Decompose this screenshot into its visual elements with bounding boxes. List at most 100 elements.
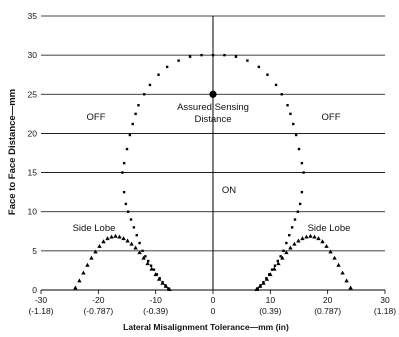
annotation-off-left: OFF bbox=[87, 112, 106, 123]
main-lobe-point bbox=[124, 202, 128, 206]
main-lobe-point bbox=[282, 249, 285, 253]
main-lobe-point bbox=[300, 190, 304, 194]
y-axis-label: Face to Face Distance—mm bbox=[7, 89, 18, 215]
x-tick-sublabel: (-0.39) bbox=[143, 306, 168, 316]
x-tick-sublabel: (-0.787) bbox=[83, 306, 113, 316]
main-lobe-point bbox=[138, 241, 141, 245]
x-tick-label: 20 bbox=[323, 295, 333, 305]
main-lobe-point bbox=[141, 249, 144, 253]
main-lobe-point bbox=[234, 55, 238, 58]
annotation-assured-line1: Assured Sensing bbox=[177, 102, 249, 113]
annotation-side-lobe-right: Side Lobe bbox=[308, 223, 351, 234]
side-lobe-point bbox=[163, 283, 169, 288]
annotation-on: ON bbox=[222, 185, 236, 196]
side-lobe-point bbox=[101, 239, 106, 244]
main-lobe-point bbox=[288, 234, 291, 237]
x-tick-sublabel: (-1.18) bbox=[28, 306, 53, 316]
side-lobe-point bbox=[145, 261, 150, 266]
main-lobe-point bbox=[289, 112, 292, 116]
main-lobe-point bbox=[285, 241, 288, 245]
main-lobe-point bbox=[157, 73, 160, 76]
main-lobe-point bbox=[297, 147, 301, 151]
y-tick-label: 35 bbox=[28, 11, 38, 21]
side-lobe-point bbox=[336, 262, 341, 267]
side-lobe-point bbox=[117, 234, 122, 239]
main-lobe-point bbox=[188, 55, 192, 58]
side-lobe-point bbox=[324, 243, 329, 248]
side-lobe-point bbox=[73, 285, 78, 290]
y-tick-labels: 0 5 10 15 20 25 30 35 bbox=[28, 11, 38, 295]
side-lobe-point bbox=[292, 241, 297, 246]
y-tick-label: 30 bbox=[28, 50, 38, 60]
side-lobe-point bbox=[254, 287, 259, 291]
main-lobe-point bbox=[122, 190, 126, 194]
main-lobe-point bbox=[147, 259, 150, 263]
main-lobe-point bbox=[296, 210, 300, 213]
main-lobe-point bbox=[167, 287, 170, 290]
axes bbox=[41, 16, 385, 291]
side-lobe-point bbox=[149, 266, 154, 271]
x-tick-label: 0 bbox=[211, 295, 216, 305]
side-lobe-point bbox=[141, 255, 146, 260]
side-lobe-point bbox=[276, 261, 281, 266]
main-lobe-point bbox=[286, 104, 289, 107]
y-tick-label: 20 bbox=[28, 128, 38, 138]
side-lobe-point bbox=[280, 255, 285, 260]
main-lobe-point bbox=[302, 171, 305, 174]
data-points bbox=[73, 53, 353, 291]
main-lobe-point bbox=[132, 226, 136, 229]
side-lobe-point bbox=[304, 234, 309, 239]
side-lobe-point bbox=[89, 255, 94, 260]
side-lobe-point bbox=[160, 280, 165, 285]
side-lobe-point bbox=[167, 287, 172, 291]
side-lobe-point bbox=[264, 276, 270, 281]
main-lobe-point bbox=[276, 259, 279, 263]
assured-sensing-point bbox=[209, 90, 217, 98]
main-lobe-point bbox=[126, 210, 130, 213]
main-lobe-point bbox=[246, 59, 249, 62]
side-lobe-point bbox=[268, 272, 273, 277]
x-tick-label: -10 bbox=[150, 295, 163, 305]
main-lobe-point bbox=[257, 65, 261, 69]
side-lobe-point bbox=[296, 238, 301, 243]
side-lobe-point bbox=[348, 285, 353, 290]
annotation-off-right: OFF bbox=[322, 112, 341, 123]
main-lobe-point bbox=[122, 161, 126, 165]
side-lobe-point bbox=[332, 255, 337, 260]
main-lobe-point bbox=[165, 65, 169, 69]
side-lobe-point bbox=[93, 249, 98, 254]
y-tick-label: 5 bbox=[32, 246, 37, 256]
main-lobe-point bbox=[152, 268, 156, 271]
side-lobe-point bbox=[77, 278, 82, 283]
main-lobe-point bbox=[149, 264, 153, 267]
side-lobe-point bbox=[284, 250, 289, 255]
side-lobe-point bbox=[137, 250, 142, 255]
main-lobe-point bbox=[300, 161, 304, 165]
main-lobe-point bbox=[298, 202, 302, 206]
annotation-assured-line2: Distance bbox=[195, 114, 232, 125]
side-lobe-point bbox=[272, 266, 277, 271]
main-lobe-point bbox=[293, 218, 297, 221]
main-lobe-point bbox=[270, 268, 274, 271]
side-lobe-point bbox=[97, 243, 102, 248]
main-lobe-point bbox=[135, 234, 138, 237]
x-tick-label: -30 bbox=[35, 295, 48, 305]
side-lobe-point bbox=[81, 270, 86, 275]
side-lobe-point bbox=[328, 249, 333, 254]
side-lobe-point bbox=[125, 238, 130, 243]
side-lobe-point bbox=[308, 233, 313, 238]
x-tick-label: -20 bbox=[92, 295, 105, 305]
x-tick-sublabel: (0.39) bbox=[259, 306, 281, 316]
main-lobe-point bbox=[148, 83, 152, 87]
side-lobe-point bbox=[257, 283, 263, 288]
x-tick-label: 10 bbox=[266, 295, 276, 305]
main-lobe-point bbox=[200, 53, 203, 57]
side-lobe-point bbox=[153, 272, 158, 277]
main-lobe-point bbox=[274, 83, 278, 87]
side-lobe-point bbox=[300, 236, 305, 241]
main-lobe-point bbox=[143, 93, 146, 96]
side-lobe-point bbox=[109, 234, 114, 239]
y-tick-label: 10 bbox=[28, 207, 38, 217]
side-lobe-point bbox=[129, 241, 134, 246]
main-lobe-point bbox=[134, 112, 137, 116]
